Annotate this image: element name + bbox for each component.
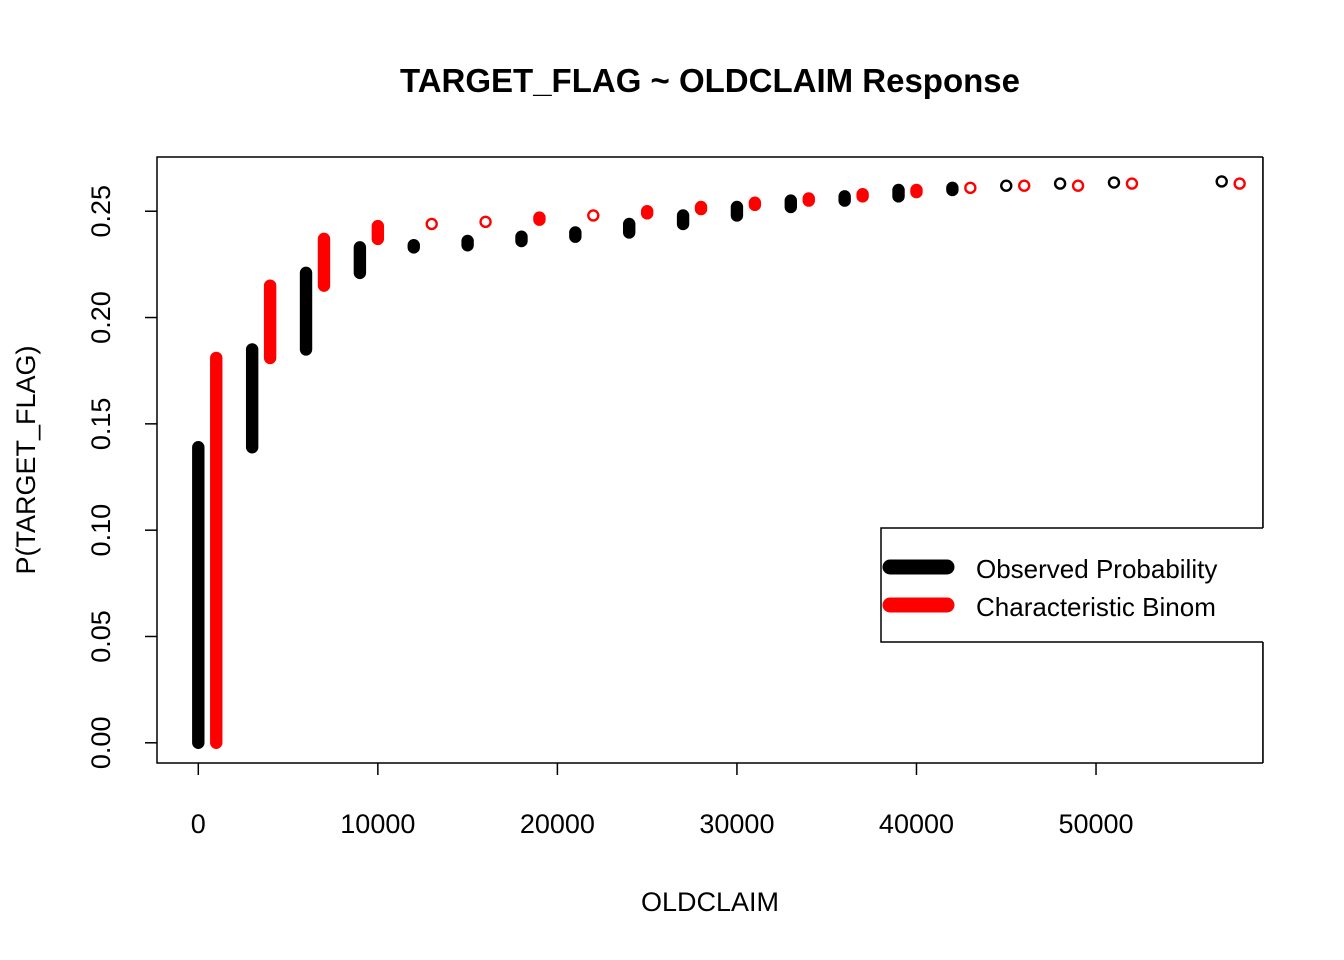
point-run-observed bbox=[461, 234, 474, 252]
y-tick-label: 0.25 bbox=[86, 185, 116, 238]
point-run-binom bbox=[371, 219, 385, 246]
x-axis: 0 10000 20000 30000 40000 50000 bbox=[191, 763, 1134, 839]
y-tick-label: 0.00 bbox=[86, 717, 116, 770]
y-axis-label: P(TARGET_FLAG) bbox=[11, 345, 41, 574]
point-run-observed bbox=[299, 266, 313, 356]
points-layer bbox=[192, 175, 1246, 749]
point-run-observed bbox=[407, 239, 420, 254]
point-observed bbox=[1053, 177, 1067, 190]
point-run-observed bbox=[245, 343, 259, 454]
point-binom bbox=[425, 217, 438, 231]
x-tick-label: 50000 bbox=[1058, 809, 1133, 839]
y-tick-label: 0.20 bbox=[86, 291, 116, 344]
point-run-binom bbox=[910, 183, 923, 199]
point-run-binom bbox=[748, 196, 762, 212]
point-run-binom bbox=[694, 200, 708, 216]
point-binom bbox=[1071, 179, 1085, 192]
chart-title: TARGET_FLAG ~ OLDCLAIM Response bbox=[400, 62, 1020, 99]
point-binom bbox=[587, 209, 600, 222]
point-binom bbox=[1018, 179, 1031, 192]
legend-label-observed: Observed Probability bbox=[976, 554, 1217, 584]
x-tick-label: 40000 bbox=[879, 809, 954, 839]
point-run-binom bbox=[640, 205, 654, 220]
legend: Observed Probability Characteristic Bino… bbox=[880, 527, 1272, 643]
point-run-observed bbox=[515, 230, 528, 248]
point-observed bbox=[1000, 179, 1013, 192]
point-run-observed bbox=[892, 183, 905, 203]
point-observed bbox=[1107, 176, 1121, 189]
point-run-observed bbox=[676, 209, 690, 231]
point-run-observed bbox=[569, 226, 582, 243]
point-run-observed bbox=[192, 441, 205, 749]
point-run-observed bbox=[784, 194, 797, 214]
legend-label-binom: Characteristic Binom bbox=[976, 592, 1216, 622]
x-tick-label: 20000 bbox=[520, 809, 595, 839]
point-binom bbox=[479, 215, 492, 229]
point-run-observed bbox=[730, 200, 744, 222]
point-observed bbox=[1215, 175, 1228, 188]
point-run-binom bbox=[263, 279, 277, 365]
point-run-binom bbox=[856, 188, 869, 203]
x-axis-label: OLDCLAIM bbox=[641, 887, 779, 917]
legend-box bbox=[880, 527, 1272, 643]
point-run-observed bbox=[623, 217, 636, 239]
point-run-binom bbox=[210, 351, 223, 749]
y-tick-label: 0.10 bbox=[86, 504, 116, 557]
point-binom bbox=[1125, 177, 1139, 190]
point-run-binom bbox=[802, 192, 815, 207]
point-binom bbox=[1233, 177, 1246, 190]
x-tick-label: 10000 bbox=[340, 809, 415, 839]
point-run-binom bbox=[533, 211, 546, 226]
point-run-observed bbox=[838, 190, 851, 207]
point-binom bbox=[964, 181, 977, 195]
point-run-observed bbox=[353, 241, 367, 280]
right-margin-mask bbox=[1263, 150, 1344, 960]
y-tick-label: 0.05 bbox=[86, 610, 116, 663]
y-axis: 0.00 0.05 0.10 0.15 0.20 0.25 bbox=[86, 185, 157, 769]
x-tick-label: 30000 bbox=[699, 809, 774, 839]
x-tick-label: 0 bbox=[191, 809, 206, 839]
point-run-binom bbox=[317, 232, 331, 292]
y-tick-label: 0.15 bbox=[86, 398, 116, 451]
point-run-observed bbox=[946, 181, 959, 197]
